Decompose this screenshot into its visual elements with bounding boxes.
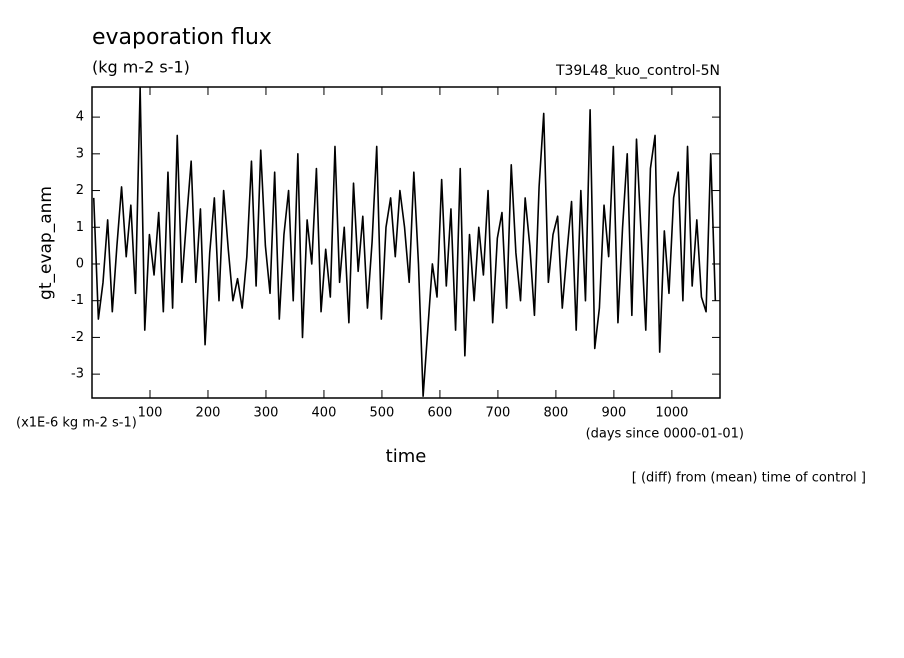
run-label: T39L48_kuo_control-5N xyxy=(555,63,720,79)
chart-title: evaporation flux xyxy=(92,25,272,50)
x-tick-label: 500 xyxy=(370,406,395,421)
x-tick-label: 1000 xyxy=(655,406,688,421)
x-tick-label: 600 xyxy=(428,406,453,421)
y-tick-label: -2 xyxy=(71,330,84,345)
x-tick-label: 400 xyxy=(312,406,337,421)
x-tick-label: 100 xyxy=(138,406,163,421)
footnote: [ (diff) from (mean) time of control ] xyxy=(632,471,866,486)
x-tick-label: 200 xyxy=(196,406,221,421)
x-axis-label: time xyxy=(386,446,427,467)
y-scale-note: (x1E-6 kg m-2 s-1) xyxy=(16,416,137,431)
y-tick-label: -1 xyxy=(71,293,84,308)
data-line xyxy=(92,86,717,397)
y-tick-label: 4 xyxy=(76,110,84,125)
y-tick-label: 1 xyxy=(76,220,84,235)
y-tick-label: 2 xyxy=(76,183,84,198)
y-axis-label: gt_evap_anm xyxy=(36,186,56,300)
x-units: (days since 0000-01-01) xyxy=(586,427,744,442)
y-tick-label: 0 xyxy=(76,256,84,271)
y-tick-label: 3 xyxy=(76,146,84,161)
plot-frame xyxy=(91,86,721,399)
x-tick-label: 300 xyxy=(254,406,279,421)
y-tick-label: -3 xyxy=(71,367,84,382)
x-tick-label: 700 xyxy=(485,406,510,421)
chart-subtitle: (kg m-2 s-1) xyxy=(92,58,190,77)
x-tick-label: 800 xyxy=(543,406,568,421)
x-tick-label: 900 xyxy=(601,406,626,421)
